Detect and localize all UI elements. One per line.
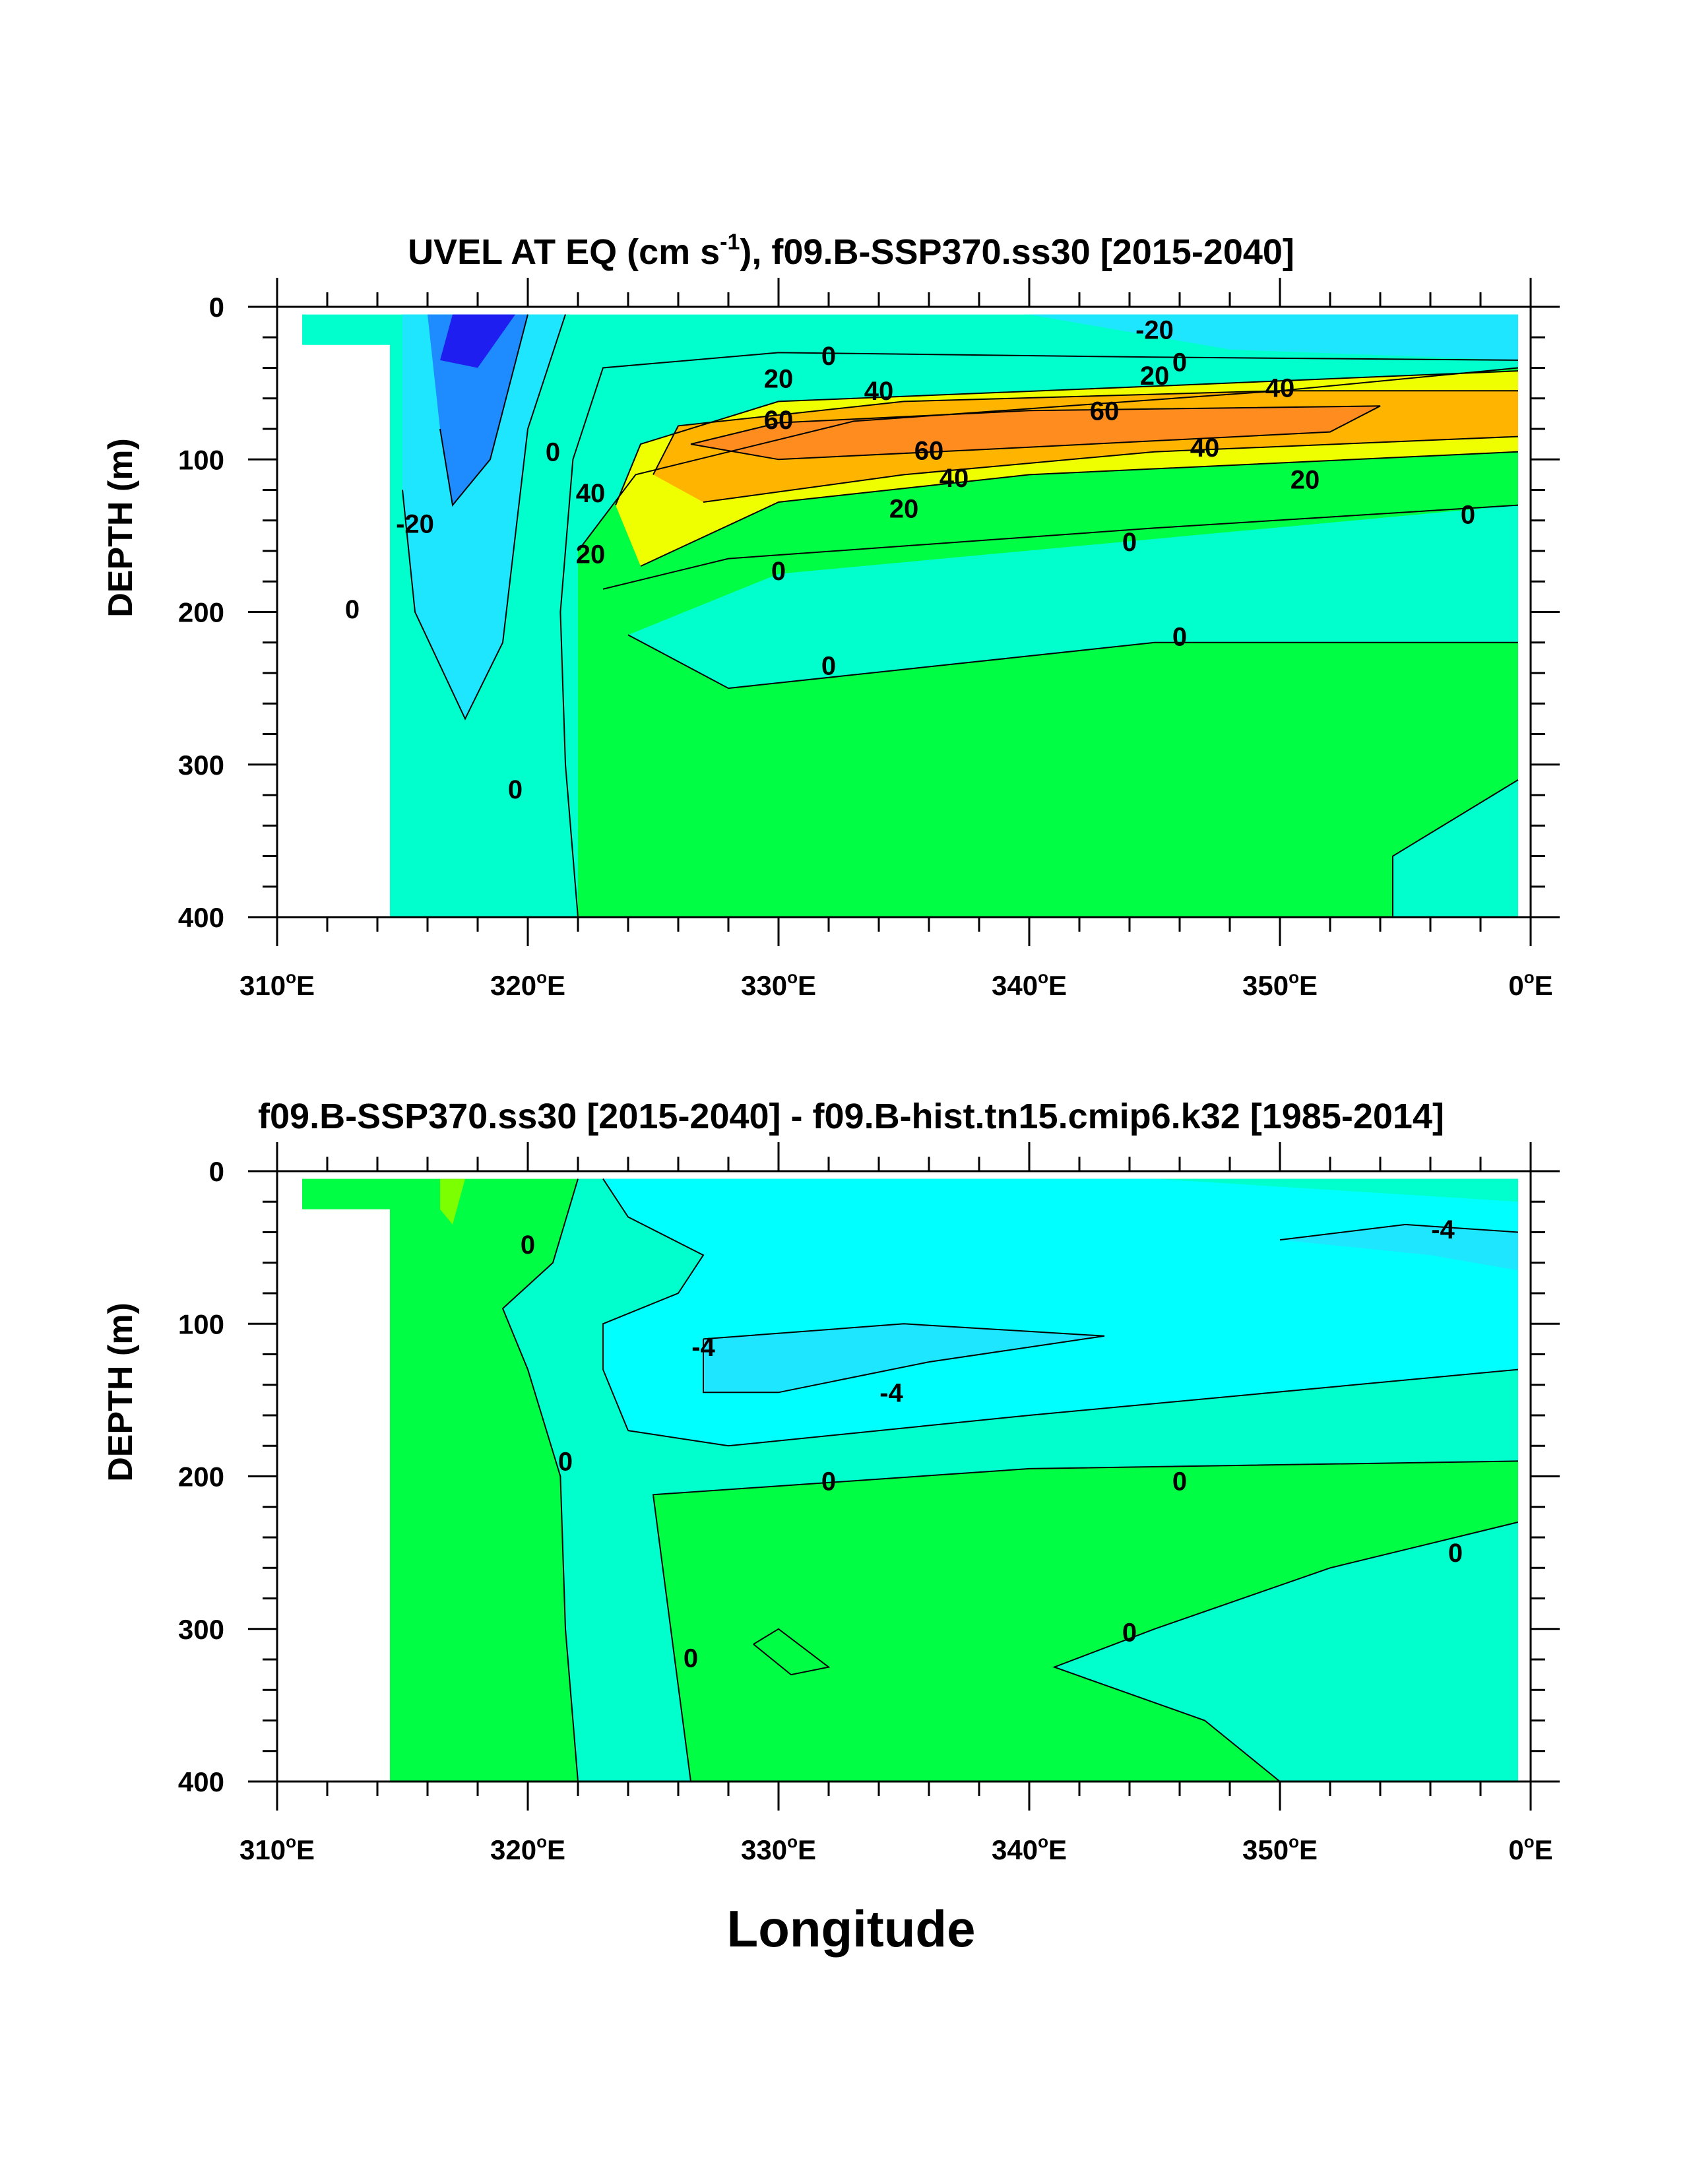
- contour-label-9: 0: [684, 1644, 698, 1673]
- contour-field: [277, 1178, 1519, 1782]
- contour-label-13: 20: [889, 494, 919, 523]
- x-tick-label: 330oE: [741, 1832, 816, 1865]
- fill-region-6: [440, 1178, 465, 1225]
- y-tick-label: 200: [178, 1461, 224, 1493]
- contour-label-20: 0: [771, 557, 786, 586]
- contour-label-6: 0: [1172, 1467, 1187, 1496]
- contour-line-11: [1392, 779, 1519, 917]
- x-tick-label: 340oE: [992, 1832, 1067, 1865]
- contour-label-3: -4: [1431, 1215, 1455, 1244]
- y-tick-label: 400: [178, 1766, 224, 1797]
- y-tick-label: 100: [178, 1308, 224, 1339]
- contour-line-7: [602, 504, 1519, 590]
- contour-label-21: 0: [1122, 528, 1137, 557]
- contour-line-4: [703, 1323, 1105, 1394]
- x-axis-label: Longitude: [727, 1900, 976, 1958]
- fill-region-7: [440, 314, 515, 368]
- bottom-contour-plot: 0 -4 -4 -4 0 0 0 0 0 0 0 100 200 300 400 310oE 320oE 330o…: [178, 1142, 1560, 1865]
- contour-label-17: -20: [396, 509, 434, 538]
- fill-region-8: [1029, 314, 1518, 360]
- contour-label-6: 40: [1265, 374, 1295, 403]
- x-tick-label: 330oE: [741, 967, 816, 1001]
- contour-line-2: [1052, 1521, 1519, 1782]
- contour-label-4: 0: [558, 1447, 573, 1476]
- y-tick-label: 100: [178, 444, 224, 475]
- bottom-panel: f09.B-SSP370.ss30 [2015-2040] - f09.B-hi…: [102, 1097, 1560, 1865]
- contour-line-6: [640, 451, 1519, 567]
- contour-line-5: [703, 435, 1519, 503]
- contour-label-23: 0: [1172, 623, 1187, 652]
- contour-line-1: [652, 1460, 1519, 1782]
- contour-label-7: 60: [764, 406, 794, 435]
- contour-label-22: 0: [1461, 501, 1475, 530]
- contour-label-8: 60: [1090, 397, 1120, 426]
- contour-label-2: -4: [879, 1378, 903, 1407]
- fill-region-4: [703, 1324, 1104, 1393]
- contour-field: [277, 314, 1519, 917]
- contour-label-3: 20: [764, 365, 794, 394]
- fill-region-1: [578, 368, 1518, 917]
- x-tick-label: 350oE: [1242, 1832, 1318, 1865]
- contour-label-0: 0: [521, 1231, 535, 1260]
- contour-label-7: 0: [1448, 1539, 1463, 1568]
- contour-label-14: 0: [546, 438, 560, 467]
- y-tick-label: 0: [209, 292, 224, 323]
- contour-label-5: 0: [821, 1467, 836, 1496]
- contour-label-1: -4: [691, 1333, 715, 1362]
- bottom-panel-ylabel: DEPTH (m): [102, 1302, 140, 1482]
- bottom-panel-title: f09.B-SSP370.ss30 [2015-2040] - f09.B-hi…: [258, 1097, 1444, 1136]
- contour-line-6: [602, 1178, 705, 1431]
- contour-line-3: [627, 1368, 1519, 1447]
- fill-region-2: [1054, 1522, 1518, 1782]
- contour-label-0: -20: [1135, 316, 1174, 345]
- contour-line-3: [653, 390, 1518, 475]
- y-tick-label: 400: [178, 902, 224, 933]
- contour-line-0: [501, 1178, 579, 1782]
- y-tick-label: 0: [209, 1156, 224, 1187]
- top-panel-ylabel: DEPTH (m): [102, 438, 140, 618]
- fill-region-7: [277, 1209, 390, 1782]
- contour-line-1: [577, 367, 1519, 552]
- contour-line-0: [559, 352, 1519, 917]
- x-tick-label: 310oE: [239, 1832, 315, 1865]
- contour-label-11: 40: [940, 464, 969, 493]
- contour-label-8: 0: [1122, 1618, 1137, 1647]
- contour-label-4: 20: [1140, 362, 1170, 391]
- contour-label-9: 60: [914, 436, 944, 465]
- x-tick-label: 320oE: [490, 967, 565, 1001]
- top-panel-title: UVEL AT EQ (cm s-1), f09.B-SSP370.ss30 […: [408, 230, 1294, 272]
- contour-line-4: [690, 405, 1381, 461]
- x-tick-label: 340oE: [992, 967, 1067, 1001]
- y-tick-label: 300: [178, 750, 224, 781]
- contour-line-8: [627, 634, 1518, 690]
- contour-label-19: 0: [508, 775, 523, 804]
- contour-label-12: 20: [1291, 465, 1320, 494]
- y-tick-label: 200: [178, 597, 224, 628]
- y-tick-label: 300: [178, 1614, 224, 1645]
- contour-line-9: [402, 314, 566, 721]
- fill-region-9: [277, 344, 390, 917]
- contour-label-18: 0: [345, 595, 360, 624]
- contour-line-2: [615, 370, 1519, 505]
- contour-label-15: 40: [576, 479, 606, 508]
- contour-label-1: 0: [821, 342, 836, 371]
- contour-line-7: [753, 1628, 831, 1676]
- contour-label-16: 20: [576, 540, 606, 569]
- contour-label-5: 40: [864, 377, 894, 406]
- x-tick-label: 320oE: [490, 1832, 565, 1865]
- x-tick-label: 310oE: [239, 967, 315, 1001]
- contour-line-10: [439, 314, 528, 507]
- contour-label-10: 40: [1190, 434, 1220, 463]
- x-tick-label: 0oE: [1508, 967, 1552, 1001]
- fill-region-5: [1280, 1224, 1518, 1271]
- x-tick-label: 0oE: [1508, 1832, 1552, 1865]
- contour-label-24: 0: [821, 651, 836, 680]
- top-panel: UVEL AT EQ (cm s-1), f09.B-SSP370.ss30 […: [102, 230, 1560, 1001]
- x-tick-label: 350oE: [1242, 967, 1318, 1001]
- contour-label-2: 0: [1172, 348, 1187, 377]
- contour-line-5: [1279, 1223, 1519, 1241]
